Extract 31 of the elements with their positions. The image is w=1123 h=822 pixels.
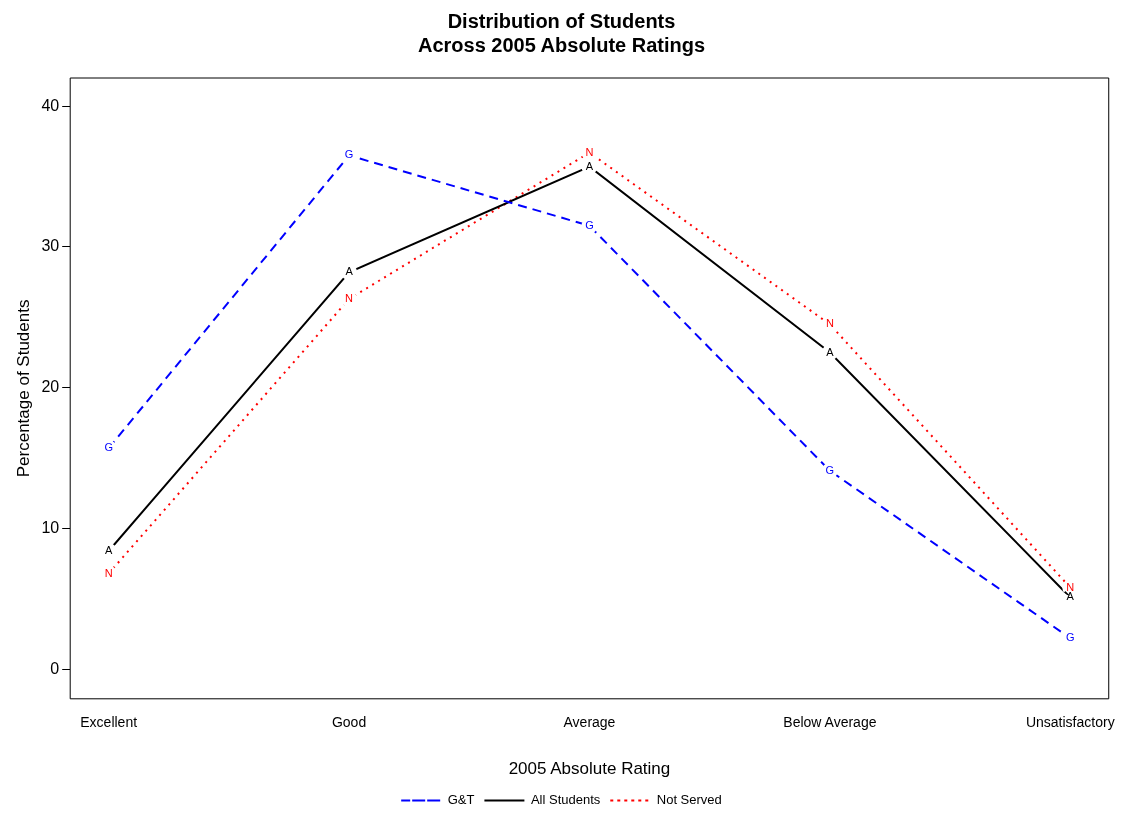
y-axis-title: Percentage of Students [13,299,33,478]
x-tick-label: Good [331,714,367,731]
annotation: A [345,265,354,278]
legend-label: G&T [447,792,475,808]
annotation: G [344,148,354,161]
annotation: G [104,441,113,454]
annotation: A [104,544,113,557]
legend-label: Not Served [656,792,722,808]
chart-title: Distribution of Students Across 2005 Absolute Ratings [417,9,706,56]
y-tick-label: 0 [50,659,60,677]
x-tick-label: Average [563,714,616,731]
annotation: A [1066,590,1075,603]
annotation: N [104,566,113,579]
y-tick-label: 40 [41,96,60,114]
x-tick-label: Below Average [783,714,877,731]
annotation: N [825,317,834,330]
annotation: G [1066,631,1075,644]
x-axis-title: 2005 Absolute Rating [508,759,671,779]
annotation: N [1066,580,1075,593]
y-tick-label: 20 [41,378,60,396]
annotation: N [585,145,594,158]
annotation: A [585,159,594,172]
legend-label: All Students [530,792,601,808]
annotation: G [585,218,594,231]
annotation: N [345,292,354,305]
x-tick-label: Excellent [80,714,138,731]
annotation: G [825,463,835,476]
annotation: A [826,345,835,358]
y-tick-label: 30 [41,237,60,255]
x-tick-label: Unsatisfactory [1025,714,1115,731]
y-tick-label: 10 [41,518,60,536]
